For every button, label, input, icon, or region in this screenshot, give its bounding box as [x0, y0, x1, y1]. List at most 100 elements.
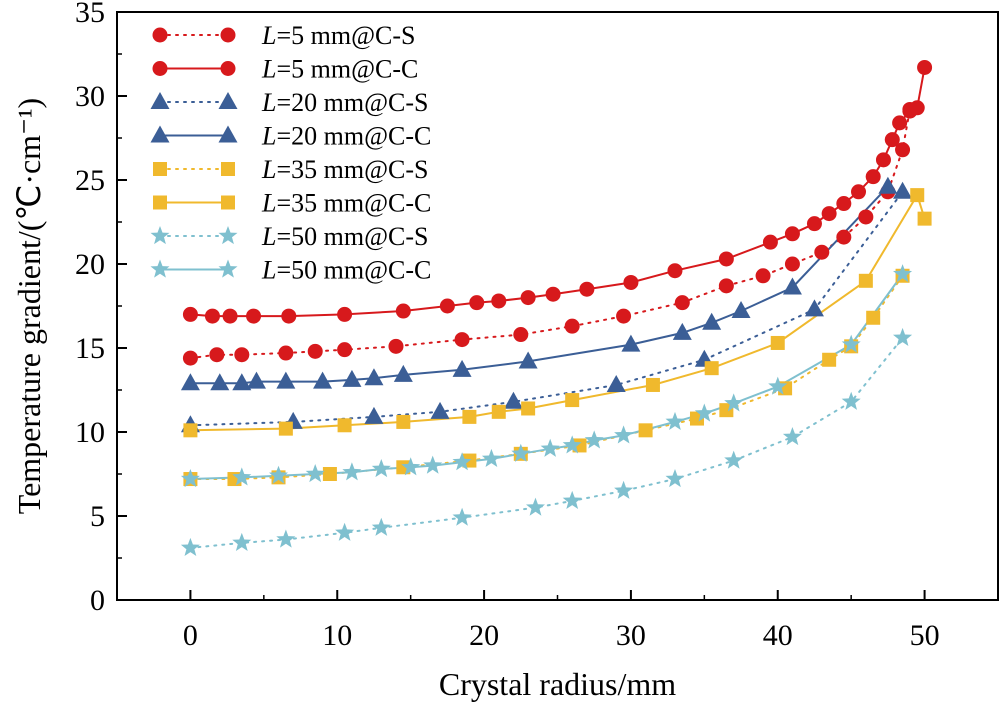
x-tick-label: 0	[183, 619, 198, 652]
data-point-circle	[579, 281, 595, 297]
data-point-star	[614, 480, 634, 499]
data-point-star	[694, 403, 714, 422]
data-point-triangle	[782, 277, 802, 295]
data-point-circle	[491, 293, 507, 309]
data-point-star	[893, 327, 913, 346]
data-point-circle	[667, 263, 683, 279]
data-point-circle	[182, 306, 198, 322]
data-point-star	[218, 226, 238, 245]
data-point-circle	[204, 308, 220, 324]
data-point-circle	[623, 274, 639, 290]
data-point-square	[858, 273, 873, 288]
data-point-circle	[209, 347, 225, 363]
data-point-circle	[895, 142, 911, 158]
series-line	[189, 190, 904, 427]
data-point-star	[614, 425, 634, 444]
plot-frame	[116, 11, 999, 601]
x-tick-label: 40	[763, 619, 793, 652]
x-tick-label: 10	[322, 619, 352, 652]
x-tick-label: 50	[910, 619, 940, 652]
data-point-star	[232, 467, 252, 486]
data-point-triangle	[150, 125, 170, 143]
data-point-triangle	[218, 125, 238, 143]
data-point-star	[665, 469, 685, 488]
series-line	[189, 108, 911, 360]
data-point-circle	[513, 327, 529, 343]
data-point-star	[511, 443, 531, 462]
data-point-star	[276, 529, 296, 548]
data-point-square	[462, 409, 477, 424]
data-point-circle	[337, 342, 353, 358]
data-point-star	[232, 532, 252, 551]
axis-ticks	[117, 11, 926, 601]
data-point-circle	[858, 209, 874, 225]
data-point-triangle	[180, 373, 200, 391]
x-tick-label: 20	[469, 619, 499, 652]
data-point-triangle	[364, 406, 384, 424]
legend-label: L=50 mm@C-S	[261, 222, 428, 251]
data-point-square	[322, 467, 337, 481]
data-point-circle	[281, 308, 297, 324]
series-line	[189, 336, 904, 549]
data-point-star	[401, 457, 421, 476]
data-point-circle	[806, 216, 822, 232]
data-point-star	[335, 522, 355, 541]
data-point-square	[396, 414, 411, 429]
data-point-star	[584, 430, 604, 449]
data-point-square	[645, 377, 660, 392]
data-point-triangle	[246, 371, 266, 389]
data-point-circle	[875, 152, 891, 168]
data-point-star	[150, 226, 170, 245]
legend-label: L=35 mm@C-C	[261, 189, 431, 218]
data-point-triangle	[276, 371, 296, 389]
data-point-circle	[821, 206, 837, 222]
data-point-circle	[762, 234, 778, 250]
data-point-triangle	[893, 181, 913, 199]
data-point-star	[305, 464, 325, 483]
data-point-triangle	[672, 322, 692, 340]
y-tick-label: 20	[75, 248, 105, 281]
data-point-circle	[152, 27, 168, 43]
data-point-triangle	[342, 369, 362, 387]
y-tick-label: 0	[90, 584, 105, 617]
data-point-triangle	[452, 359, 472, 377]
data-point-circle	[234, 347, 250, 363]
data-point-star	[893, 264, 913, 283]
y-tick-label: 25	[75, 164, 105, 197]
data-point-star	[269, 465, 288, 484]
data-point-star	[768, 376, 788, 395]
data-point-square	[183, 423, 198, 438]
data-point-circle	[909, 100, 925, 116]
y-tick-label: 5	[90, 500, 105, 533]
data-point-star	[665, 411, 685, 430]
data-point-star	[150, 259, 170, 278]
data-point-square	[917, 211, 932, 226]
data-point-circle	[917, 59, 933, 75]
data-point-star	[342, 462, 362, 481]
data-point-star	[452, 452, 472, 471]
legend-label: L=35 mm@C-S	[261, 155, 428, 184]
data-point-square	[153, 195, 167, 210]
series-line	[190, 192, 926, 432]
legend-label: L=50 mm@C-C	[261, 256, 431, 285]
data-point-triangle	[430, 401, 450, 419]
series-markers	[180, 59, 933, 556]
legend-label: L=5 mm@C-S	[261, 21, 415, 50]
data-point-circle	[454, 332, 470, 348]
data-point-circle	[388, 338, 404, 354]
data-point-square	[704, 361, 719, 376]
data-point-triangle	[393, 364, 413, 382]
data-point-triangle	[878, 176, 898, 194]
data-point-star	[452, 507, 472, 526]
data-point-circle	[755, 268, 771, 284]
data-point-triangle	[364, 368, 384, 386]
data-point-square	[337, 418, 352, 433]
data-point-circle	[395, 303, 411, 319]
data-point-circle	[520, 290, 536, 306]
data-point-square	[638, 423, 653, 438]
y-axis-title: Temperature gradient/(℃·cm⁻¹)	[11, 98, 47, 514]
data-point-square	[565, 393, 580, 408]
data-point-circle	[545, 286, 561, 302]
legend-label: L=5 mm@C-C	[261, 55, 418, 84]
data-point-star	[841, 391, 861, 410]
